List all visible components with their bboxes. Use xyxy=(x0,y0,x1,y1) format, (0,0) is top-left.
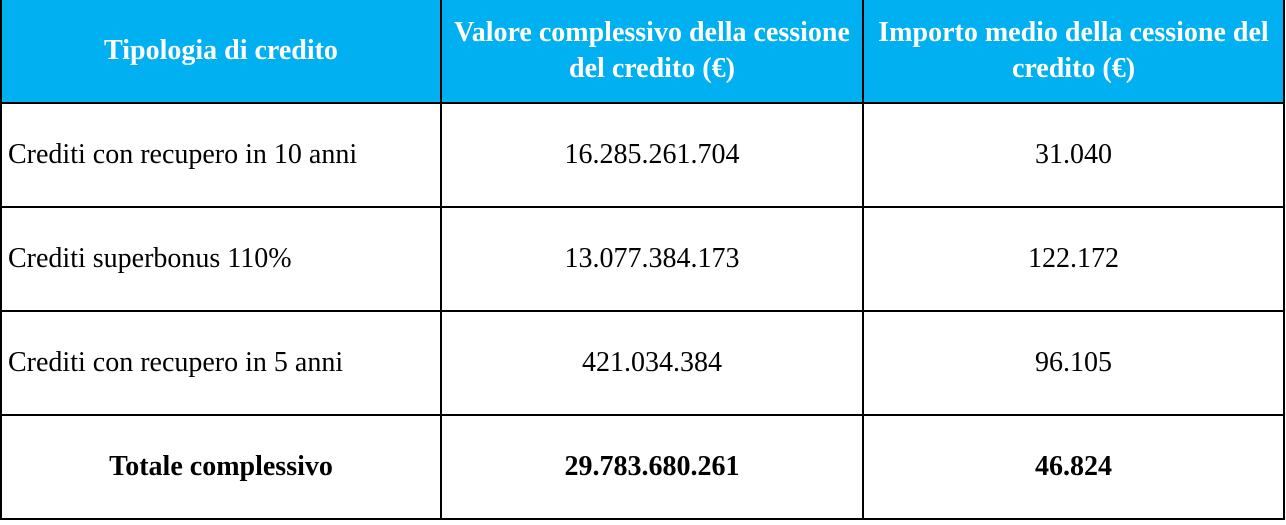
row-label: Crediti con recupero in 5 anni xyxy=(0,310,442,416)
row-valore: 13.077.384.173 xyxy=(440,206,864,312)
header-tipologia-label: Tipologia di credito xyxy=(104,35,338,66)
table-header: Tipologia di credito Valore complessivo … xyxy=(0,0,1285,104)
header-importo: Importo medio della cessione del credito… xyxy=(862,0,1285,104)
row-importo: 122.172 xyxy=(862,206,1285,312)
total-valore: 29.783.680.261 xyxy=(440,414,864,520)
header-row: Tipologia di credito Valore complessivo … xyxy=(0,0,1285,104)
row-label: Crediti superbonus 110% xyxy=(0,206,442,312)
row-importo: 31.040 xyxy=(862,102,1285,208)
row-importo: 96.105 xyxy=(862,310,1285,416)
total-label: Totale complessivo xyxy=(0,414,442,520)
header-importo-label: Importo medio della cessione del credito… xyxy=(878,17,1269,84)
row-valore: 421.034.384 xyxy=(440,310,864,416)
table-row: Crediti superbonus 110% 13.077.384.173 1… xyxy=(0,206,1285,312)
table-body: Crediti con recupero in 10 anni 16.285.2… xyxy=(0,102,1285,520)
header-valore: Valore complessivo della cessione del cr… xyxy=(440,0,864,104)
header-tipologia: Tipologia di credito xyxy=(0,0,442,104)
row-label: Crediti con recupero in 10 anni xyxy=(0,102,442,208)
row-valore: 16.285.261.704 xyxy=(440,102,864,208)
table-row: Crediti con recupero in 5 anni 421.034.3… xyxy=(0,310,1285,416)
total-importo: 46.824 xyxy=(862,414,1285,520)
total-row: Totale complessivo 29.783.680.261 46.824 xyxy=(0,414,1285,520)
table-row: Crediti con recupero in 10 anni 16.285.2… xyxy=(0,102,1285,208)
header-valore-label: Valore complessivo della cessione del cr… xyxy=(454,17,850,84)
